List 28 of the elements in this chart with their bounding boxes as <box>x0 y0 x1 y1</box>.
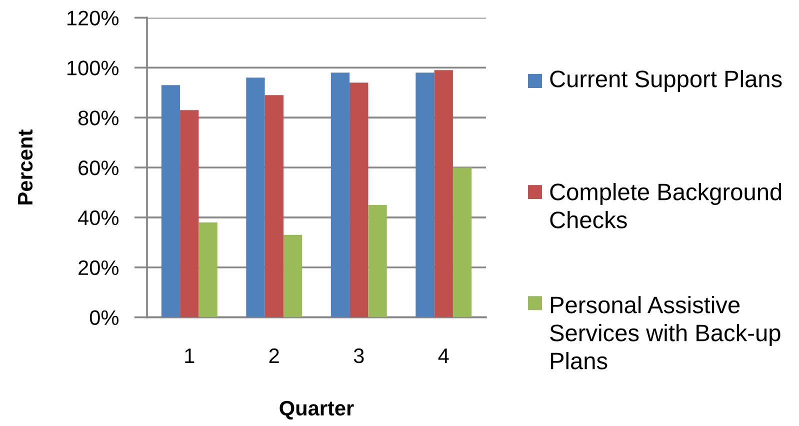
y-tick-label: 100% <box>68 60 118 76</box>
bar <box>198 222 218 318</box>
legend-label: Personal Assistive Services with Back-up Plans <box>550 296 780 370</box>
y-tick-label: 60% <box>78 160 118 176</box>
x-tick-label: 3 <box>354 348 364 364</box>
bar <box>350 82 368 318</box>
x-tick-label: 4 <box>438 348 449 363</box>
bar <box>180 110 199 318</box>
bar <box>330 72 350 318</box>
legend-label: Complete Background Checks <box>550 182 782 228</box>
y-tick-label: 20% <box>78 260 118 276</box>
bar <box>368 204 387 318</box>
bar <box>246 78 265 318</box>
x-tick-label: 1 <box>185 348 194 363</box>
y-tick-label: 40% <box>78 210 118 226</box>
y-axis-title: Percent <box>18 130 33 204</box>
bar <box>452 168 472 318</box>
y-tick-label: 0% <box>90 310 118 326</box>
x-tick-label: 2 <box>269 348 279 363</box>
bar <box>161 85 180 318</box>
bar <box>283 234 302 318</box>
y-tick-label: 80% <box>78 110 118 126</box>
y-tick-label: 120% <box>68 10 118 26</box>
legend-label: Current Support Plans <box>550 70 782 92</box>
bar <box>416 72 434 318</box>
bar <box>434 70 453 318</box>
x-axis-title: Quarter <box>280 400 354 420</box>
bar <box>264 95 284 318</box>
